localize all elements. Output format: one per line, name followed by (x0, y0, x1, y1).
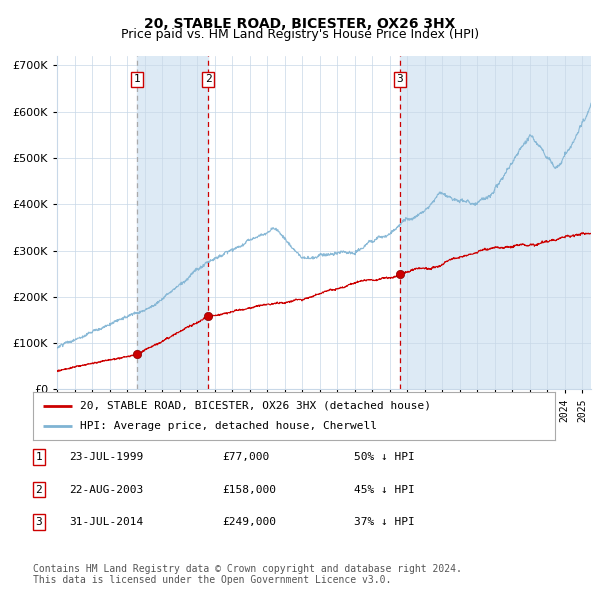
Bar (137, 56, 208, 389)
Text: 31-JUL-2014: 31-JUL-2014 (69, 517, 143, 527)
Text: 3: 3 (397, 74, 403, 84)
Text: 2: 2 (205, 74, 212, 84)
Text: £77,000: £77,000 (222, 453, 269, 462)
Text: £249,000: £249,000 (222, 517, 276, 527)
Text: 45% ↓ HPI: 45% ↓ HPI (354, 485, 415, 494)
Text: HPI: Average price, detached house, Cherwell: HPI: Average price, detached house, Cher… (80, 421, 377, 431)
Text: 3: 3 (35, 517, 43, 527)
Text: 22-AUG-2003: 22-AUG-2003 (69, 485, 143, 494)
Text: 2: 2 (35, 485, 43, 494)
Text: Price paid vs. HM Land Registry's House Price Index (HPI): Price paid vs. HM Land Registry's House … (121, 28, 479, 41)
Text: 50% ↓ HPI: 50% ↓ HPI (354, 453, 415, 462)
Text: 20, STABLE ROAD, BICESTER, OX26 3HX: 20, STABLE ROAD, BICESTER, OX26 3HX (145, 17, 455, 31)
Text: 37% ↓ HPI: 37% ↓ HPI (354, 517, 415, 527)
Bar (400, 56, 591, 389)
Text: £158,000: £158,000 (222, 485, 276, 494)
Text: Contains HM Land Registry data © Crown copyright and database right 2024.
This d: Contains HM Land Registry data © Crown c… (33, 563, 462, 585)
Text: 1: 1 (35, 453, 43, 462)
Text: 23-JUL-1999: 23-JUL-1999 (69, 453, 143, 462)
Text: 1: 1 (133, 74, 140, 84)
Text: 20, STABLE ROAD, BICESTER, OX26 3HX (detached house): 20, STABLE ROAD, BICESTER, OX26 3HX (det… (80, 401, 431, 411)
